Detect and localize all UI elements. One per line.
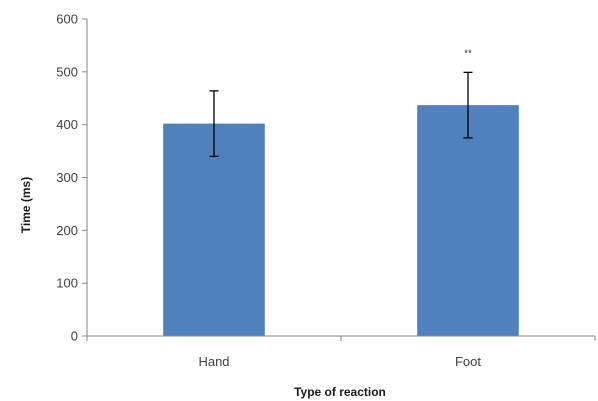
x-axis: Hand Foot: [86, 335, 596, 369]
x-tick-label: Hand: [198, 354, 229, 369]
bar-foot: [417, 105, 519, 336]
y-tick-label: 600: [56, 12, 78, 27]
bar-hand: [163, 123, 265, 336]
y-tick-label: 100: [56, 276, 78, 291]
y-axis-title: Time (ms): [19, 177, 33, 233]
bars: [163, 105, 519, 336]
y-tick-label: 200: [56, 223, 78, 238]
significance-marker: **: [464, 48, 472, 59]
y-tick-label: 500: [56, 64, 78, 79]
y-tick-label: 300: [56, 170, 78, 185]
x-tick-label: Foot: [455, 354, 481, 369]
x-axis-title: Type of reaction: [294, 385, 386, 399]
y-tick-label: 0: [71, 329, 78, 344]
y-axis: 0 100 200 300 400 500 600: [56, 12, 88, 344]
significance-annotations: **: [464, 48, 472, 59]
y-tick-label: 400: [56, 117, 78, 132]
error-bars: [209, 71, 473, 158]
